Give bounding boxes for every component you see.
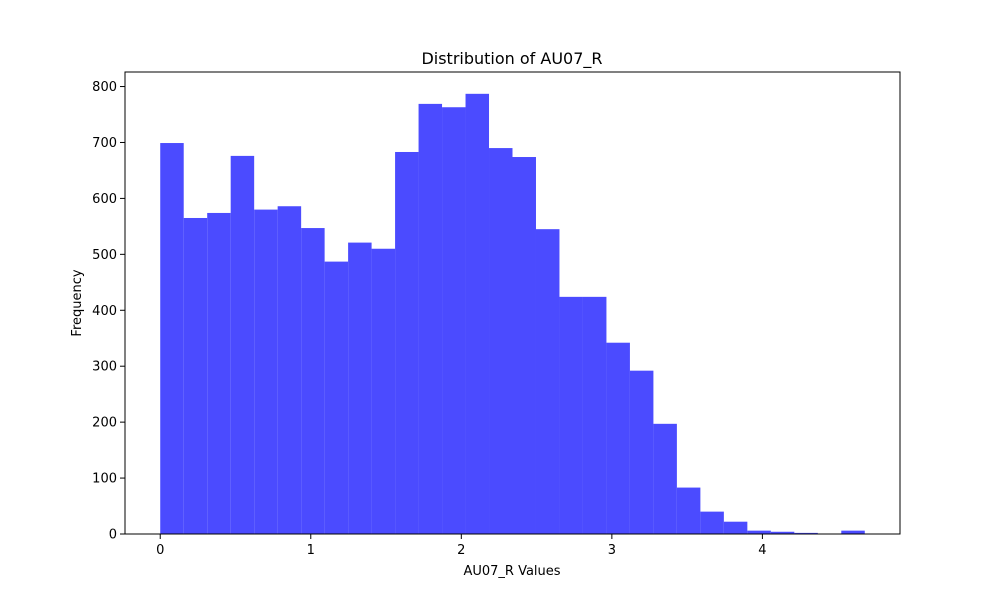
bars-group <box>160 93 865 535</box>
histogram-bar <box>207 212 231 534</box>
x-tick-label: 1 <box>307 543 315 558</box>
y-tick-label: 400 <box>92 304 117 319</box>
histogram-bar <box>160 143 184 534</box>
histogram-bar <box>723 521 748 534</box>
histogram-bar <box>324 261 349 534</box>
histogram-bar <box>606 342 630 534</box>
x-axis: 0 1 2 3 4 <box>156 534 767 558</box>
histogram-bar <box>277 206 302 534</box>
x-tick-label: 3 <box>608 543 616 558</box>
y-tick-label: 0 <box>109 528 117 543</box>
y-tick-label: 500 <box>92 248 117 263</box>
histogram-bar <box>230 155 255 534</box>
histogram-bar <box>395 151 419 535</box>
histogram-bar <box>770 531 795 534</box>
histogram-bar <box>418 103 443 535</box>
y-axis-label: Frequency <box>70 269 85 336</box>
histogram-bar <box>442 107 466 534</box>
histogram-bar <box>582 296 607 534</box>
histogram-bar <box>700 511 724 534</box>
chart-title: Distribution of AU07_R <box>421 49 602 69</box>
x-tick-label: 4 <box>758 543 766 558</box>
histogram-bar <box>653 423 677 534</box>
histogram-bar <box>676 487 701 534</box>
histogram-bar <box>371 248 396 534</box>
histogram-bar <box>794 532 818 534</box>
y-axis: 0 100 200 300 400 500 600 700 800 <box>92 80 125 543</box>
histogram-bar <box>629 370 654 534</box>
histogram-bar <box>489 148 513 534</box>
histogram-bar <box>512 157 536 534</box>
x-tick-label: 2 <box>457 543 465 558</box>
y-tick-label: 300 <box>92 360 117 375</box>
histogram-bar <box>465 93 490 534</box>
x-tick-label: 0 <box>156 543 164 558</box>
histogram-bar <box>535 229 560 534</box>
histogram-bar <box>559 296 583 534</box>
y-tick-label: 700 <box>92 136 117 151</box>
histogram-bar <box>254 209 278 535</box>
x-axis-label: AU07_R Values <box>463 564 560 579</box>
y-tick-label: 200 <box>92 416 117 431</box>
y-tick-label: 800 <box>92 80 117 95</box>
histogram-bar <box>841 530 865 534</box>
histogram-bar <box>301 228 325 534</box>
plot-frame <box>124 71 901 535</box>
y-tick-label: 100 <box>92 472 117 487</box>
y-tick-label: 600 <box>92 192 117 207</box>
histogram-bar <box>183 217 208 535</box>
histogram-bar <box>348 242 372 535</box>
histogram-bar <box>747 530 771 534</box>
